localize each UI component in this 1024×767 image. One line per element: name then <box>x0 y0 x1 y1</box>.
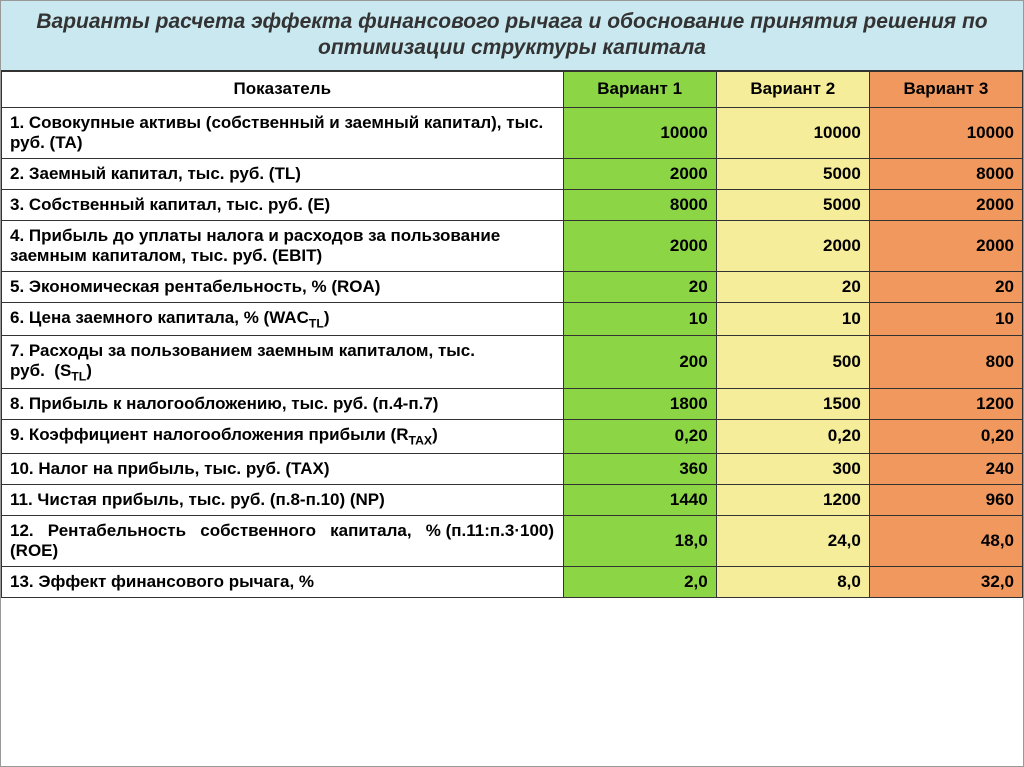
cell-value: 20 <box>716 271 869 302</box>
table-row: 12. Рентабельность собственного капитала… <box>2 515 1023 566</box>
row-label: 13. Эффект финансового рычага, % <box>2 566 564 597</box>
page-title: Варианты расчета эффекта финансового рыч… <box>36 10 987 59</box>
cell-value: 2000 <box>716 220 869 271</box>
cell-value: 2,0 <box>563 566 716 597</box>
row-label: 11. Чистая прибыль, тыс. руб. (п.8-п.10)… <box>2 484 564 515</box>
cell-value: 1800 <box>563 389 716 420</box>
table-row: 13. Эффект финансового рычага, %2,08,032… <box>2 566 1023 597</box>
cell-value: 0,20 <box>563 420 716 453</box>
table-header-row: Показатель Вариант 1 Вариант 2 Вариант 3 <box>2 71 1023 107</box>
table-row: 9. Коэффициент налогообложения прибыли (… <box>2 420 1023 453</box>
cell-value: 200 <box>563 335 716 388</box>
cell-value: 1440 <box>563 484 716 515</box>
header-variant-1: Вариант 1 <box>563 71 716 107</box>
cell-value: 2000 <box>563 158 716 189</box>
cell-value: 800 <box>869 335 1022 388</box>
cell-value: 10000 <box>716 107 869 158</box>
table-row: 5. Экономическая рентабельность, % (ROA)… <box>2 271 1023 302</box>
cell-value: 1200 <box>716 484 869 515</box>
row-label: 9. Коэффициент налогообложения прибыли (… <box>2 420 564 453</box>
table-row: 2. Заемный капитал, тыс. руб. (TL)200050… <box>2 158 1023 189</box>
cell-value: 8,0 <box>716 566 869 597</box>
cell-value: 360 <box>563 453 716 484</box>
cell-value: 960 <box>869 484 1022 515</box>
leverage-table: Показатель Вариант 1 Вариант 2 Вариант 3… <box>1 71 1023 598</box>
cell-value: 18,0 <box>563 515 716 566</box>
row-label: 5. Экономическая рентабельность, % (ROA) <box>2 271 564 302</box>
cell-value: 10000 <box>869 107 1022 158</box>
header-indicator: Показатель <box>2 71 564 107</box>
cell-value: 240 <box>869 453 1022 484</box>
cell-value: 0,20 <box>869 420 1022 453</box>
row-label: 4. Прибыль до уплаты налога и расходов з… <box>2 220 564 271</box>
cell-value: 8000 <box>563 189 716 220</box>
cell-value: 5000 <box>716 189 869 220</box>
cell-value: 10000 <box>563 107 716 158</box>
table-row: 7. Расходы за пользованием заемным капит… <box>2 335 1023 388</box>
row-label: 3. Собственный капитал, тыс. руб. (Е) <box>2 189 564 220</box>
table-row: 6. Цена заемного капитала, % (WACTL)1010… <box>2 302 1023 335</box>
cell-value: 500 <box>716 335 869 388</box>
table-row: 10. Налог на прибыль, тыс. руб. (TAX)360… <box>2 453 1023 484</box>
row-label: 8. Прибыль к налогообложению, тыс. руб. … <box>2 389 564 420</box>
slide-container: Варианты расчета эффекта финансового рыч… <box>0 0 1024 767</box>
cell-value: 1200 <box>869 389 1022 420</box>
cell-value: 10 <box>869 302 1022 335</box>
table-row: 4. Прибыль до уплаты налога и расходов з… <box>2 220 1023 271</box>
table-row: 11. Чистая прибыль, тыс. руб. (п.8-п.10)… <box>2 484 1023 515</box>
row-label: 2. Заемный капитал, тыс. руб. (TL) <box>2 158 564 189</box>
cell-value: 24,0 <box>716 515 869 566</box>
cell-value: 8000 <box>869 158 1022 189</box>
row-label: 12. Рентабельность собственного капитала… <box>2 515 564 566</box>
header-variant-2: Вариант 2 <box>716 71 869 107</box>
row-label: 10. Налог на прибыль, тыс. руб. (TAX) <box>2 453 564 484</box>
cell-value: 2000 <box>869 220 1022 271</box>
table-row: 1. Совокупные активы (собственный и заем… <box>2 107 1023 158</box>
cell-value: 5000 <box>716 158 869 189</box>
cell-value: 10 <box>716 302 869 335</box>
cell-value: 300 <box>716 453 869 484</box>
table-row: 8. Прибыль к налогообложению, тыс. руб. … <box>2 389 1023 420</box>
title-band: Варианты расчета эффекта финансового рыч… <box>1 1 1023 71</box>
cell-value: 2000 <box>869 189 1022 220</box>
row-label: 1. Совокупные активы (собственный и заем… <box>2 107 564 158</box>
cell-value: 32,0 <box>869 566 1022 597</box>
row-label: 6. Цена заемного капитала, % (WACTL) <box>2 302 564 335</box>
header-variant-3: Вариант 3 <box>869 71 1022 107</box>
cell-value: 20 <box>869 271 1022 302</box>
cell-value: 48,0 <box>869 515 1022 566</box>
cell-value: 0,20 <box>716 420 869 453</box>
cell-value: 2000 <box>563 220 716 271</box>
table-row: 3. Собственный капитал, тыс. руб. (Е)800… <box>2 189 1023 220</box>
cell-value: 10 <box>563 302 716 335</box>
row-label: 7. Расходы за пользованием заемным капит… <box>2 335 564 388</box>
cell-value: 20 <box>563 271 716 302</box>
cell-value: 1500 <box>716 389 869 420</box>
